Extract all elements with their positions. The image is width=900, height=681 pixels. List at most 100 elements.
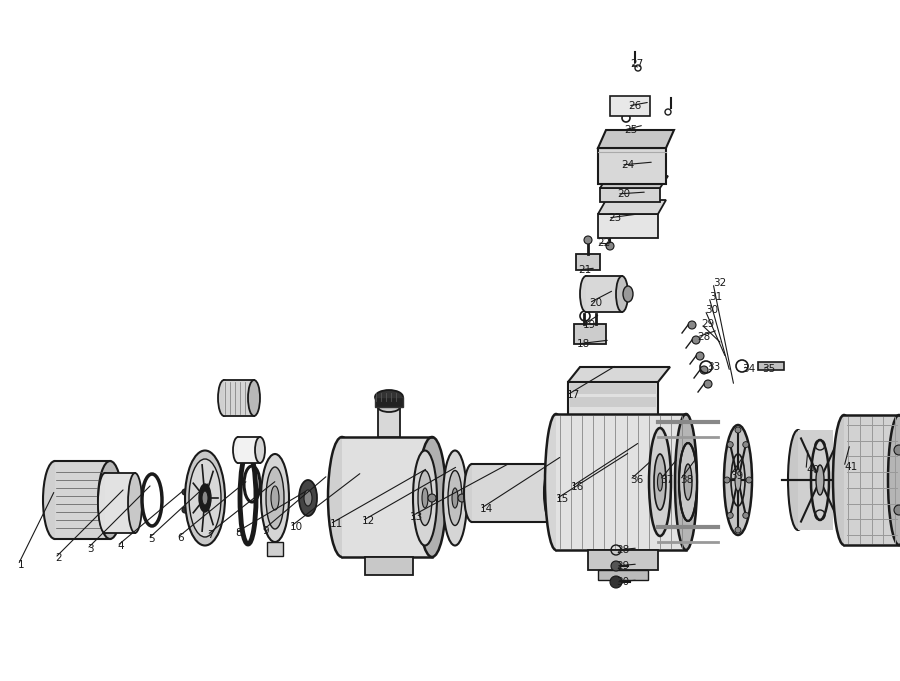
Ellipse shape <box>735 469 741 491</box>
Text: 27: 27 <box>630 59 644 69</box>
Circle shape <box>458 494 466 502</box>
Ellipse shape <box>418 437 446 557</box>
Text: 18: 18 <box>577 339 590 349</box>
Circle shape <box>700 366 708 374</box>
Text: 34: 34 <box>742 364 755 374</box>
Bar <box>563 437 663 451</box>
Bar <box>267 542 283 556</box>
Circle shape <box>182 489 188 495</box>
Polygon shape <box>563 441 675 451</box>
Text: 39: 39 <box>730 471 743 481</box>
Ellipse shape <box>202 491 208 505</box>
Text: 2: 2 <box>55 553 61 563</box>
Text: 19: 19 <box>583 320 596 330</box>
Ellipse shape <box>464 464 480 522</box>
Circle shape <box>894 505 900 515</box>
Ellipse shape <box>788 430 808 530</box>
Ellipse shape <box>816 465 824 495</box>
Ellipse shape <box>724 425 752 535</box>
Text: 22: 22 <box>597 238 610 248</box>
Text: 30: 30 <box>705 305 718 315</box>
Text: 32: 32 <box>713 278 726 288</box>
Text: 21: 21 <box>578 265 591 275</box>
Circle shape <box>735 427 741 433</box>
Bar <box>598 570 648 580</box>
Text: 13: 13 <box>410 512 423 522</box>
Ellipse shape <box>654 454 666 510</box>
Ellipse shape <box>658 473 662 491</box>
Ellipse shape <box>452 488 458 508</box>
Bar <box>570 384 656 394</box>
Ellipse shape <box>413 451 437 545</box>
Polygon shape <box>568 367 670 382</box>
Ellipse shape <box>448 471 462 526</box>
Circle shape <box>611 561 621 571</box>
Bar <box>576 254 600 270</box>
Ellipse shape <box>888 415 900 545</box>
Text: 25: 25 <box>624 125 637 135</box>
Ellipse shape <box>299 480 317 516</box>
Text: 10: 10 <box>290 522 303 532</box>
Bar <box>342 437 432 557</box>
Circle shape <box>704 380 712 388</box>
Text: 33: 33 <box>707 362 720 372</box>
Bar <box>105 473 135 533</box>
Bar <box>563 451 663 463</box>
Text: 3: 3 <box>87 544 94 554</box>
Ellipse shape <box>328 437 356 557</box>
Bar <box>610 96 650 116</box>
Bar <box>844 415 899 545</box>
Circle shape <box>696 352 704 360</box>
Bar <box>556 414 686 550</box>
Bar <box>55 461 110 539</box>
Bar <box>586 276 622 312</box>
Circle shape <box>610 576 622 588</box>
Text: 35: 35 <box>762 364 775 374</box>
Ellipse shape <box>443 451 467 545</box>
Ellipse shape <box>545 414 567 550</box>
Text: 11: 11 <box>330 519 343 529</box>
Text: 1: 1 <box>18 560 24 570</box>
Text: 5: 5 <box>148 534 155 544</box>
Text: 28: 28 <box>697 332 710 342</box>
Ellipse shape <box>675 414 697 550</box>
Text: 17: 17 <box>567 390 580 400</box>
Bar <box>238 437 260 463</box>
Ellipse shape <box>418 471 432 526</box>
Text: 23: 23 <box>608 213 621 223</box>
Ellipse shape <box>128 473 142 533</box>
Ellipse shape <box>98 473 112 533</box>
Text: 12: 12 <box>362 516 375 526</box>
Circle shape <box>742 442 749 447</box>
Bar <box>375 397 403 407</box>
Text: 14: 14 <box>480 504 493 514</box>
Text: 7: 7 <box>207 530 213 540</box>
Text: 26: 26 <box>628 101 641 111</box>
Bar <box>588 550 658 570</box>
Bar <box>378 407 400 437</box>
Circle shape <box>428 494 436 502</box>
Circle shape <box>727 442 734 447</box>
Ellipse shape <box>304 490 312 506</box>
Ellipse shape <box>266 467 284 529</box>
Circle shape <box>692 336 700 344</box>
Ellipse shape <box>544 464 560 522</box>
Bar <box>570 397 656 407</box>
Bar <box>574 324 606 344</box>
Ellipse shape <box>553 483 557 497</box>
Bar <box>598 148 666 184</box>
Circle shape <box>606 242 614 250</box>
Bar <box>798 430 833 530</box>
Text: 15: 15 <box>556 494 569 504</box>
Ellipse shape <box>550 474 560 506</box>
Bar <box>224 380 254 416</box>
Polygon shape <box>598 200 666 214</box>
Ellipse shape <box>580 276 592 312</box>
Ellipse shape <box>545 459 565 521</box>
Bar <box>568 382 658 437</box>
Circle shape <box>724 477 730 483</box>
Ellipse shape <box>233 437 243 463</box>
Ellipse shape <box>833 415 855 545</box>
Ellipse shape <box>649 428 671 536</box>
Ellipse shape <box>261 454 289 542</box>
